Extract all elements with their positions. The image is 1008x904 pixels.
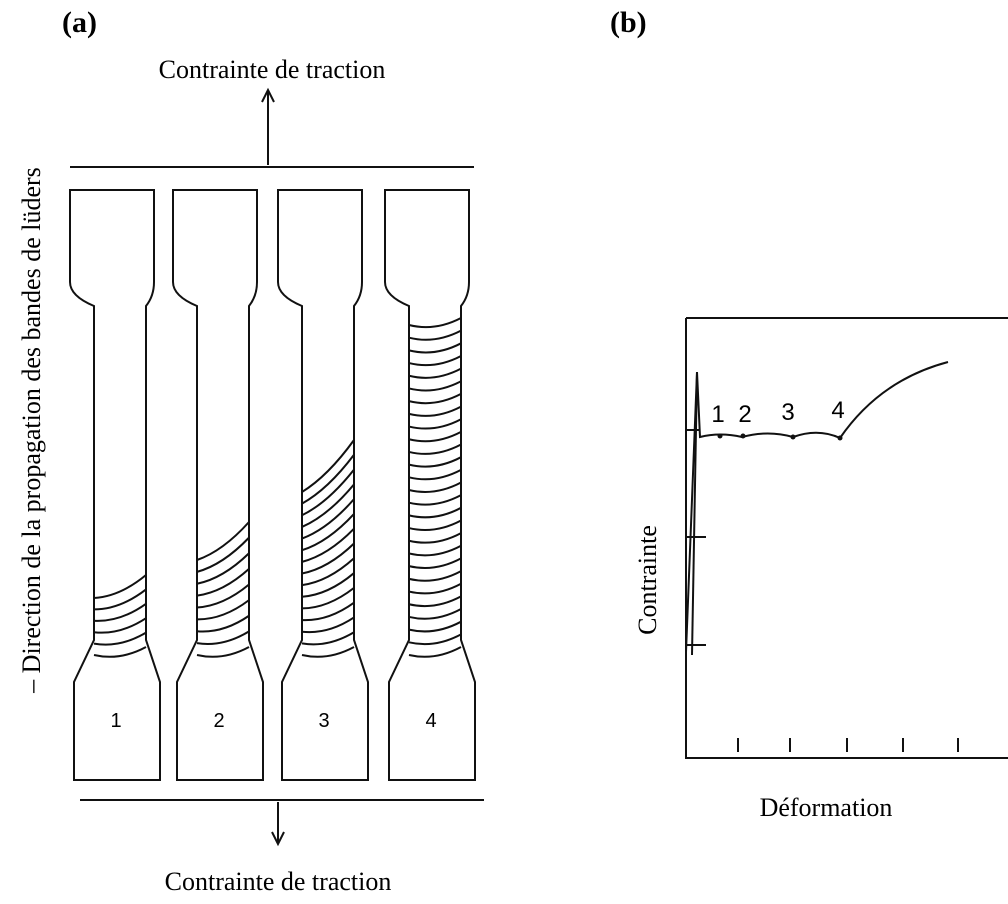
specimen-label: 3: [318, 710, 329, 732]
luders-band: [409, 407, 461, 416]
point: [741, 434, 746, 439]
luders-band: [409, 495, 461, 504]
luders-band: [197, 600, 249, 619]
luders-band: [409, 520, 461, 530]
luders-band: [409, 394, 461, 403]
y-axis-label: Contrainte: [633, 525, 662, 635]
direction-label: – Direction de la propagation des bandes…: [17, 167, 46, 694]
luders-band: [409, 533, 461, 543]
luders-band: [409, 318, 461, 327]
luders-band: [409, 445, 461, 454]
point-label: 2: [738, 401, 751, 428]
luders-band: [409, 647, 461, 657]
figure: (a) (b) Contrainte de traction Contraint…: [0, 0, 1008, 904]
point-label: 1: [711, 401, 724, 428]
luders-band: [94, 604, 146, 621]
luders-band: [409, 470, 461, 479]
luders-band: [409, 609, 461, 619]
luders-band: [302, 514, 354, 550]
specimen-label: 4: [425, 710, 436, 732]
point-label: 4: [831, 397, 844, 424]
luders-band: [302, 632, 354, 644]
luders-band: [409, 571, 461, 581]
luders-band: [302, 499, 354, 538]
luders-band: [409, 343, 461, 352]
luders-band: [197, 522, 249, 560]
luders-band: [409, 634, 461, 644]
luders-band: [409, 558, 461, 568]
luders-band: [409, 508, 461, 518]
luders-band: [409, 622, 461, 632]
panel-label: (b): [610, 6, 647, 39]
specimens: 1 2 3 4: [70, 190, 475, 780]
curve: [686, 362, 948, 652]
luders-band: [409, 432, 461, 441]
luders-band: [409, 483, 461, 492]
point: [791, 435, 796, 440]
specimen: [173, 190, 263, 780]
luders-band: [409, 381, 461, 390]
luders-band: [409, 369, 461, 378]
point: [718, 434, 723, 439]
x-axis-label: Déformation: [760, 793, 893, 822]
luders-band: [409, 546, 461, 556]
luders-band: [409, 584, 461, 594]
luders-band: [409, 331, 461, 340]
axes: [686, 318, 1008, 758]
specimen-label: 1: [110, 710, 121, 732]
luders-band: [94, 633, 146, 645]
panel-label: (a): [62, 6, 97, 39]
luders-band: [409, 419, 461, 428]
luders-band: [302, 647, 354, 657]
luders-band: [302, 603, 354, 621]
load-label: Contrainte de traction: [159, 55, 386, 84]
luders-band: [302, 529, 354, 562]
luders-band: [409, 356, 461, 365]
point: [838, 436, 843, 441]
load-label: Contrainte de traction: [165, 867, 392, 896]
point-label: 3: [781, 399, 794, 426]
specimen: [70, 190, 160, 780]
luders-band: [409, 457, 461, 466]
luders-band: [197, 647, 249, 657]
luders-band: [197, 631, 249, 644]
specimen: [385, 190, 475, 780]
specimen-label: 2: [213, 710, 224, 732]
luders-band: [197, 538, 249, 572]
luders-band: [94, 647, 146, 657]
luders-band: [409, 596, 461, 606]
